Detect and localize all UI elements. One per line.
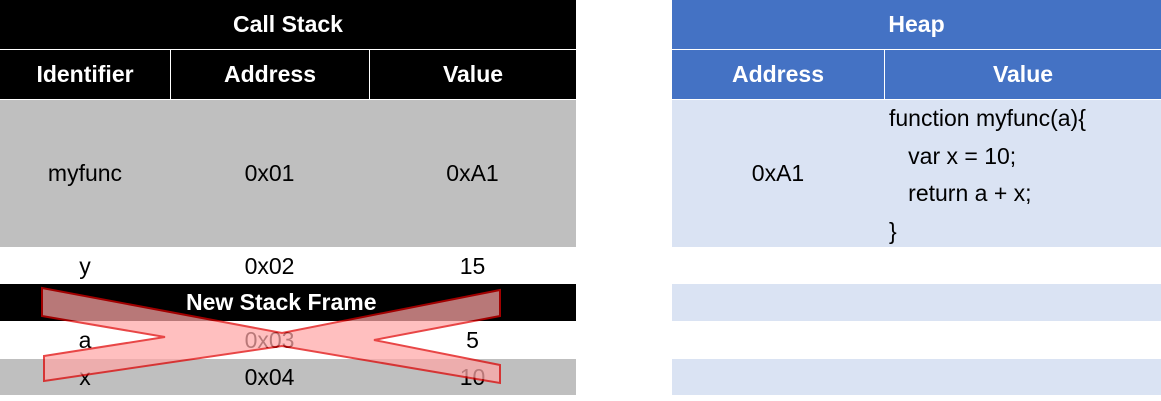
heap-empty-row [672,359,1161,395]
heap-value-cell [884,100,1161,247]
heap-col-address: Address [672,50,884,99]
address-cell: 0x03 [244,326,295,353]
identifier-cell: myfunc [0,100,170,247]
call-stack-title: Call Stack [0,0,576,49]
value-cell: 0xA1 [369,100,576,247]
code-line: return a + x; [889,180,1032,206]
identifier-cell: x [0,359,170,395]
heap-empty-row [672,284,1161,321]
value-cell: 5 [466,326,479,353]
code-line: function myfunc(a){ [889,105,1086,131]
address-cell: 0x02 [244,252,295,279]
heap-code-block: function myfunc(a){ var x = 10; return a… [889,100,1159,250]
value-cell: 15 [459,252,486,279]
identifier-cell: y [79,252,91,279]
code-line: } [889,217,897,244]
call-stack-col-address: Address [170,50,369,99]
code-line: var x = 10; [889,142,1017,169]
call-stack-col-value: Value [369,50,576,99]
address-cell: 0x01 [170,100,369,247]
heap-address-cell: 0xA1 [672,100,884,247]
value-cell: 10 [369,359,576,395]
identifier-cell: a [78,326,92,353]
heap-title: Heap [672,0,1161,49]
heap-col-value: Value [884,50,1161,99]
call-stack-col-identifier: Identifier [0,50,170,99]
new-stack-frame-label: New Stack Frame [186,289,377,315]
address-cell: 0x04 [170,359,369,395]
